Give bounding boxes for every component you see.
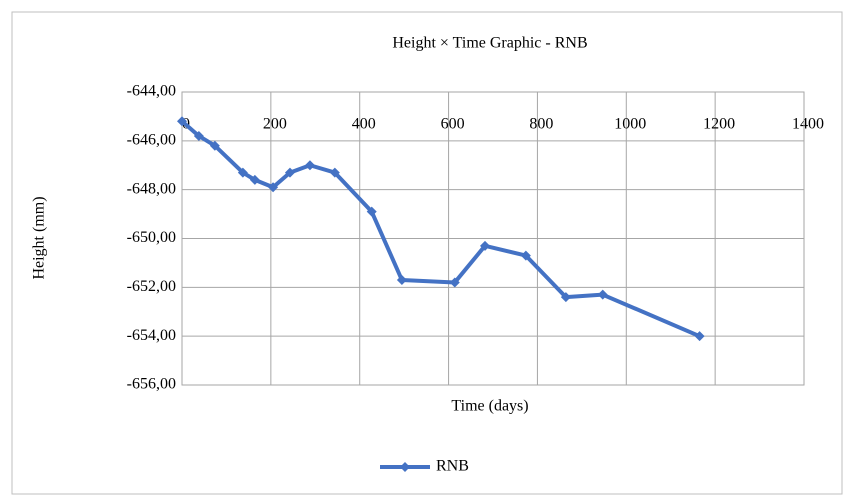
marker: [193, 130, 204, 141]
marker: [396, 275, 407, 286]
marker: [284, 167, 295, 178]
x-tick-label: 1200: [703, 116, 735, 133]
marker: [480, 240, 491, 251]
marker: [597, 289, 608, 300]
legend-marker: [400, 462, 410, 472]
y-tick-label: -656,00: [127, 376, 176, 393]
marker: [209, 140, 220, 151]
marker: [268, 182, 279, 193]
plot-border: [181, 91, 805, 386]
x-tick-label: 400: [352, 116, 376, 133]
y-tick-label: -654,00: [127, 327, 176, 344]
marker: [366, 206, 377, 217]
y-axis-label: Height (mm): [31, 196, 48, 279]
x-tick-label: 800: [529, 116, 553, 133]
marker: [329, 167, 340, 178]
x-tick-label: 200: [263, 116, 287, 133]
marker: [520, 250, 531, 261]
marker: [694, 331, 705, 342]
legend-label: RNB: [436, 458, 469, 475]
marker: [560, 292, 571, 303]
x-tick-label: 600: [441, 116, 465, 133]
x-tick-label: 1400: [792, 116, 824, 133]
x-axis-label: Time (days): [451, 398, 528, 415]
y-tick-label: -650,00: [127, 229, 176, 246]
y-tick-label: -648,00: [127, 180, 176, 197]
marker: [304, 160, 315, 171]
marker: [177, 116, 187, 127]
x-tick-label: 1000: [614, 116, 646, 133]
chart-title: Height × Time Graphic - RNB: [392, 35, 587, 52]
marker: [449, 277, 460, 288]
y-tick-label: -652,00: [127, 278, 176, 295]
y-tick-label: -646,00: [127, 132, 176, 149]
y-tick-label: -644,00: [127, 83, 176, 100]
marker: [249, 174, 260, 185]
marker: [237, 167, 248, 178]
